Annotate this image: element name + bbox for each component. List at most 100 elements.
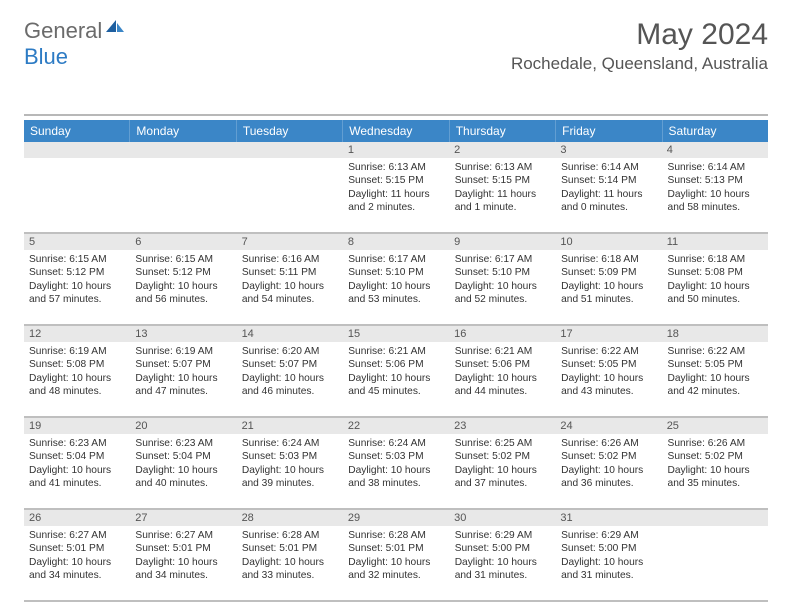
daylight-text-2: and 31 minutes. — [455, 569, 550, 582]
daylight-text-2: and 2 minutes. — [348, 201, 443, 214]
day-cell: Sunrise: 6:24 AMSunset: 5:03 PMDaylight:… — [343, 434, 449, 508]
daylight-text-1: Daylight: 10 hours — [561, 556, 656, 569]
daylight-text-1: Daylight: 10 hours — [242, 556, 337, 569]
daylight-text-1: Daylight: 11 hours — [561, 188, 656, 201]
sunset-text: Sunset: 5:08 PM — [668, 266, 763, 279]
sunrise-text: Sunrise: 6:18 AM — [561, 253, 656, 266]
sunset-text: Sunset: 5:07 PM — [242, 358, 337, 371]
day-cell — [24, 158, 130, 232]
sunrise-text: Sunrise: 6:20 AM — [242, 345, 337, 358]
sunrise-text: Sunrise: 6:19 AM — [135, 345, 230, 358]
sunrise-text: Sunrise: 6:21 AM — [348, 345, 443, 358]
sunset-text: Sunset: 5:04 PM — [135, 450, 230, 463]
day-header: Wednesday — [343, 120, 449, 142]
daylight-text-1: Daylight: 10 hours — [348, 464, 443, 477]
day-number-row: 19202122232425 — [24, 418, 768, 434]
daylight-text-1: Daylight: 10 hours — [455, 556, 550, 569]
sunrise-text: Sunrise: 6:17 AM — [455, 253, 550, 266]
daylight-text-2: and 50 minutes. — [668, 293, 763, 306]
sunset-text: Sunset: 5:14 PM — [561, 174, 656, 187]
week: 567891011Sunrise: 6:15 AMSunset: 5:12 PM… — [24, 234, 768, 326]
sunset-text: Sunset: 5:05 PM — [668, 358, 763, 371]
day-cell: Sunrise: 6:29 AMSunset: 5:00 PMDaylight:… — [450, 526, 556, 600]
day-number: 7 — [237, 234, 343, 250]
sunrise-text: Sunrise: 6:28 AM — [348, 529, 443, 542]
sunrise-text: Sunrise: 6:14 AM — [561, 161, 656, 174]
day-cell: Sunrise: 6:14 AMSunset: 5:14 PMDaylight:… — [556, 158, 662, 232]
sunset-text: Sunset: 5:01 PM — [29, 542, 124, 555]
daylight-text-1: Daylight: 11 hours — [455, 188, 550, 201]
daylight-text-1: Daylight: 10 hours — [561, 372, 656, 385]
day-cell: Sunrise: 6:18 AMSunset: 5:08 PMDaylight:… — [663, 250, 768, 324]
daylight-text-2: and 33 minutes. — [242, 569, 337, 582]
sunrise-text: Sunrise: 6:23 AM — [29, 437, 124, 450]
sunset-text: Sunset: 5:10 PM — [455, 266, 550, 279]
daylight-text-1: Daylight: 10 hours — [561, 464, 656, 477]
day-cell: Sunrise: 6:15 AMSunset: 5:12 PMDaylight:… — [130, 250, 236, 324]
sunrise-text: Sunrise: 6:18 AM — [668, 253, 763, 266]
day-number — [237, 142, 343, 158]
day-cell: Sunrise: 6:23 AMSunset: 5:04 PMDaylight:… — [130, 434, 236, 508]
day-number: 26 — [24, 510, 130, 526]
daylight-text-1: Daylight: 10 hours — [668, 464, 763, 477]
sunrise-text: Sunrise: 6:21 AM — [455, 345, 550, 358]
day-cell: Sunrise: 6:29 AMSunset: 5:00 PMDaylight:… — [556, 526, 662, 600]
day-number: 13 — [130, 326, 236, 342]
daylight-text-2: and 52 minutes. — [455, 293, 550, 306]
daylight-text-2: and 58 minutes. — [668, 201, 763, 214]
day-cell: Sunrise: 6:18 AMSunset: 5:09 PMDaylight:… — [556, 250, 662, 324]
day-number: 25 — [662, 418, 768, 434]
day-cell: Sunrise: 6:22 AMSunset: 5:05 PMDaylight:… — [556, 342, 662, 416]
day-cell: Sunrise: 6:13 AMSunset: 5:15 PMDaylight:… — [450, 158, 556, 232]
day-number: 27 — [130, 510, 236, 526]
day-number: 14 — [237, 326, 343, 342]
day-number: 30 — [449, 510, 555, 526]
week: 12131415161718Sunrise: 6:19 AMSunset: 5:… — [24, 326, 768, 418]
day-number: 29 — [343, 510, 449, 526]
day-cell: Sunrise: 6:28 AMSunset: 5:01 PMDaylight:… — [237, 526, 343, 600]
daylight-text-2: and 39 minutes. — [242, 477, 337, 490]
daylight-text-2: and 34 minutes. — [29, 569, 124, 582]
daylight-text-2: and 34 minutes. — [135, 569, 230, 582]
daylight-text-1: Daylight: 11 hours — [348, 188, 443, 201]
day-number: 21 — [237, 418, 343, 434]
daylight-text-1: Daylight: 10 hours — [455, 372, 550, 385]
day-cell — [237, 158, 343, 232]
week-row: Sunrise: 6:27 AMSunset: 5:01 PMDaylight:… — [24, 526, 768, 602]
day-number: 11 — [662, 234, 768, 250]
day-header: Tuesday — [237, 120, 343, 142]
header: General May 2024 Rochedale, Queensland, … — [24, 18, 768, 74]
daylight-text-1: Daylight: 10 hours — [455, 280, 550, 293]
week: 262728293031Sunrise: 6:27 AMSunset: 5:01… — [24, 510, 768, 602]
day-header-row: SundayMondayTuesdayWednesdayThursdayFrid… — [24, 120, 768, 142]
day-number — [662, 510, 768, 526]
day-cell: Sunrise: 6:22 AMSunset: 5:05 PMDaylight:… — [663, 342, 768, 416]
sunset-text: Sunset: 5:00 PM — [455, 542, 550, 555]
day-cell: Sunrise: 6:19 AMSunset: 5:07 PMDaylight:… — [130, 342, 236, 416]
sunset-text: Sunset: 5:02 PM — [561, 450, 656, 463]
daylight-text-2: and 46 minutes. — [242, 385, 337, 398]
daylight-text-2: and 38 minutes. — [348, 477, 443, 490]
sunrise-text: Sunrise: 6:13 AM — [348, 161, 443, 174]
day-number: 24 — [555, 418, 661, 434]
sunset-text: Sunset: 5:06 PM — [348, 358, 443, 371]
day-number-row: 12131415161718 — [24, 326, 768, 342]
day-number — [24, 142, 130, 158]
daylight-text-2: and 41 minutes. — [29, 477, 124, 490]
day-number: 4 — [662, 142, 768, 158]
day-cell: Sunrise: 6:16 AMSunset: 5:11 PMDaylight:… — [237, 250, 343, 324]
daylight-text-2: and 43 minutes. — [561, 385, 656, 398]
day-cell: Sunrise: 6:20 AMSunset: 5:07 PMDaylight:… — [237, 342, 343, 416]
daylight-text-1: Daylight: 10 hours — [668, 280, 763, 293]
daylight-text-1: Daylight: 10 hours — [668, 188, 763, 201]
day-cell: Sunrise: 6:27 AMSunset: 5:01 PMDaylight:… — [130, 526, 236, 600]
daylight-text-1: Daylight: 10 hours — [348, 556, 443, 569]
sunset-text: Sunset: 5:10 PM — [348, 266, 443, 279]
sunrise-text: Sunrise: 6:26 AM — [561, 437, 656, 450]
sunset-text: Sunset: 5:04 PM — [29, 450, 124, 463]
sunset-text: Sunset: 5:06 PM — [455, 358, 550, 371]
week: 19202122232425Sunrise: 6:23 AMSunset: 5:… — [24, 418, 768, 510]
logo-text-general: General — [24, 18, 102, 44]
week: 1234Sunrise: 6:13 AMSunset: 5:15 PMDayli… — [24, 142, 768, 234]
daylight-text-1: Daylight: 10 hours — [348, 280, 443, 293]
